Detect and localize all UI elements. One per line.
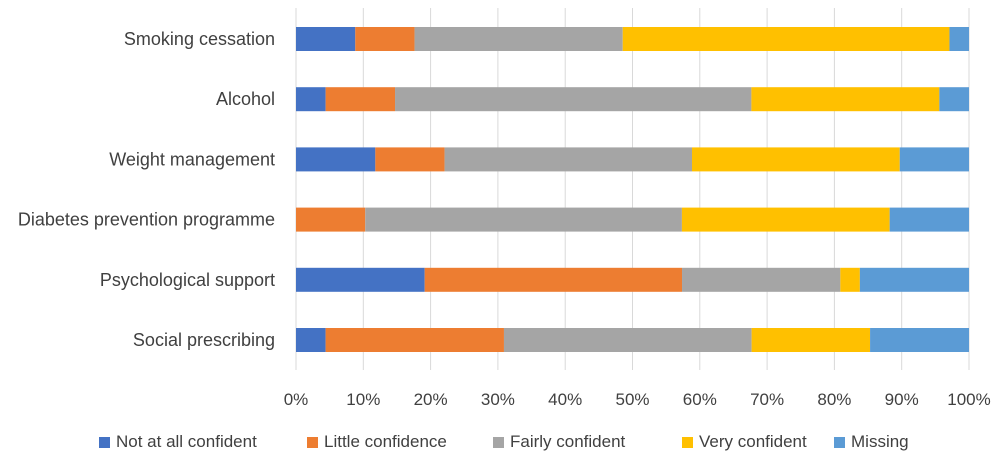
bar-segment [939,87,969,112]
x-tick-label: 10% [346,390,380,409]
bar-segment [622,27,950,51]
bar-segment [681,207,890,232]
bars [296,27,969,352]
bar-segment [751,328,871,352]
x-tick-label: 30% [481,390,515,409]
bar-segment [840,267,860,292]
bar-segment [949,27,969,51]
bar-segment [889,207,969,232]
bar-segment [899,147,969,172]
x-tick-label: 50% [615,390,649,409]
x-tick-label: 40% [548,390,582,409]
legend-swatch [493,437,504,448]
legend-label: Fairly confident [510,432,626,451]
bar-segment [870,328,969,352]
bar-segment [375,147,445,172]
bar-segment [414,27,623,51]
bar-segment [365,207,682,232]
bar-segment [296,328,326,352]
bar-segment [296,267,425,292]
legend-swatch [307,437,318,448]
bar-segment [692,147,900,172]
legend-label: Not at all confident [116,432,257,451]
category-label: Psychological support [100,270,275,290]
bar-segment [503,328,752,352]
bar-segment [296,27,356,51]
legend-swatch [682,437,693,448]
legend-label: Little confidence [324,432,447,451]
bar-segment [682,267,841,292]
bar-segment [325,87,396,112]
x-tick-label: 0% [284,390,309,409]
x-tick-label: 80% [817,390,851,409]
bar-segment [424,267,683,292]
x-tick-label: 100% [947,390,990,409]
legend-label: Very confident [699,432,807,451]
bar-segment [444,147,693,172]
x-tick-label: 70% [750,390,784,409]
category-label: Weight management [109,149,275,169]
x-tick-label: 60% [683,390,717,409]
bar-segment [751,87,940,112]
legend-label: Missing [851,432,909,451]
bar-segment [296,147,376,172]
category-label: Alcohol [216,89,275,109]
bar-segment [355,27,415,51]
bar-segment [859,267,969,292]
bar-segment [296,87,326,112]
bar-segment [325,328,504,352]
legend-swatch [99,437,110,448]
x-tick-label: 20% [414,390,448,409]
bar-segment [296,207,366,232]
category-label: Social prescribing [133,330,275,350]
category-label: Diabetes prevention programme [18,210,275,230]
gridlines [295,8,970,370]
category-labels: Smoking cessation Alcohol Weight managemen… [18,29,275,350]
bar-segment [395,87,752,112]
x-tick-labels: 0% 10% 20% 30% 40% 50% 60% 70% 80% 90% 100% [284,390,991,409]
legend: Not at all confident Little confidence Fai… [99,432,909,451]
x-tick-label: 90% [885,390,919,409]
category-label: Smoking cessation [124,29,275,49]
legend-swatch [834,437,845,448]
